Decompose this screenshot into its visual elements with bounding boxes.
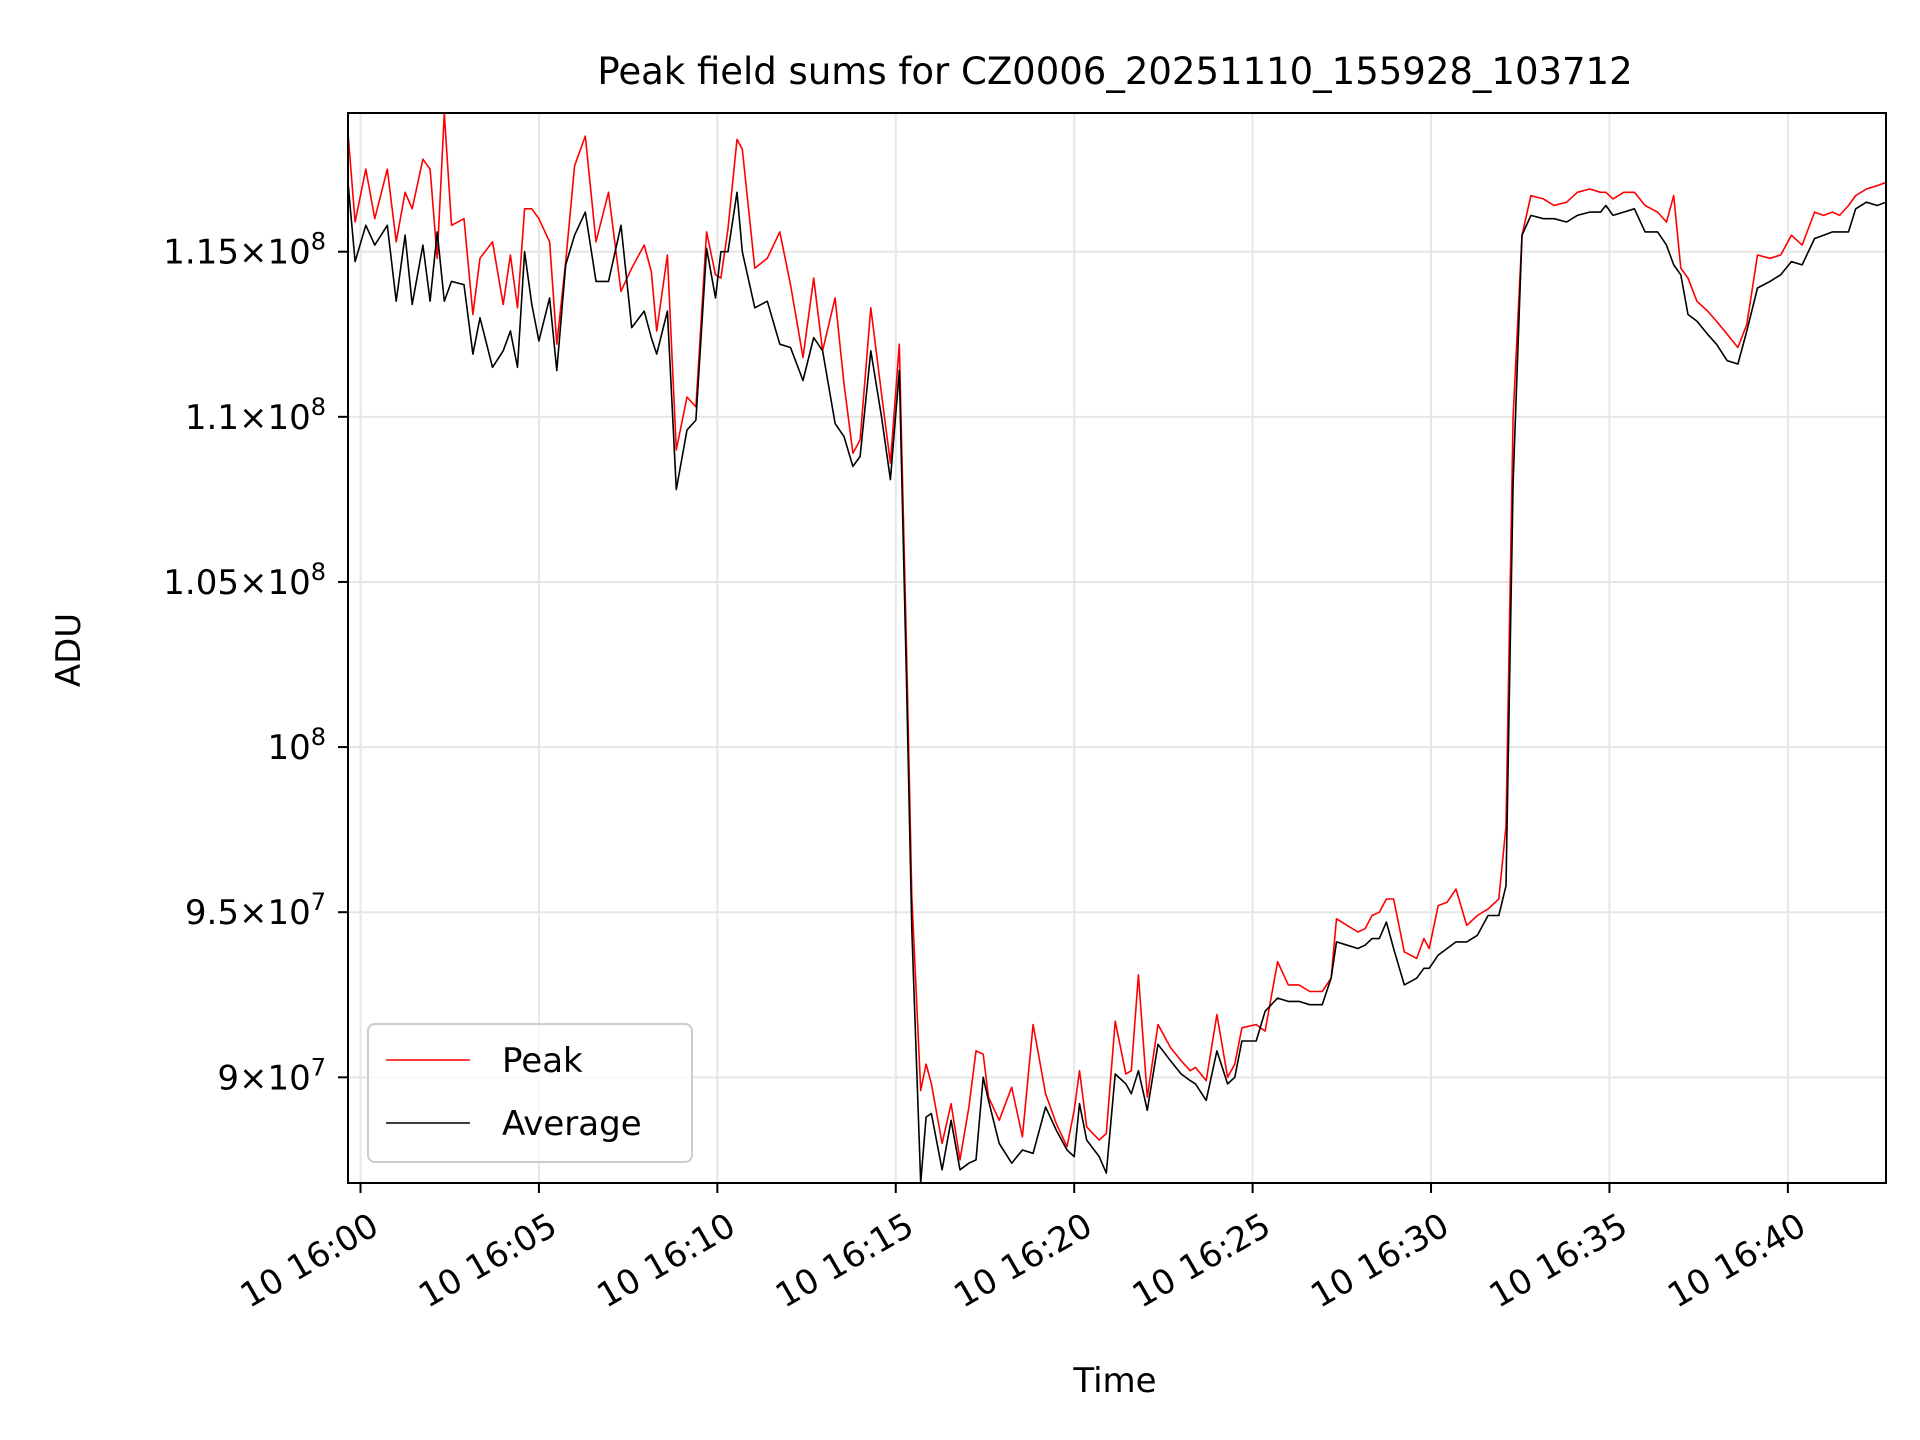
series-layer: [348, 113, 1886, 1183]
legend-label-peak: Peak: [502, 1041, 583, 1081]
y-tick-label: 1.15×108: [163, 228, 326, 273]
y-tick-label: 9×107: [217, 1053, 326, 1098]
chart-title: Peak field sums for CZ0006_20251110_1559…: [597, 50, 1632, 93]
grid: [348, 113, 1886, 1183]
series-line-peak: [348, 113, 1886, 1161]
x-axis-label: Time: [1072, 1361, 1156, 1401]
legend: Peak Average: [367, 1023, 693, 1163]
legend-label-average: Average: [502, 1104, 642, 1144]
y-tick-label: 1.05×108: [163, 558, 326, 603]
plot-frame: [347, 112, 1887, 1184]
y-tick-label: 108: [267, 723, 326, 768]
y-tick-label: 1.1×108: [185, 393, 326, 438]
legend-box: [367, 1023, 693, 1163]
series-line-average: [348, 182, 1886, 1183]
y-axis-label: ADU: [49, 613, 89, 687]
y-tick-label: 9.5×107: [185, 888, 326, 933]
y-axis: 9×107 9.5×107 108 1.05×108 1.1×108 1.15×108: [163, 228, 348, 1098]
